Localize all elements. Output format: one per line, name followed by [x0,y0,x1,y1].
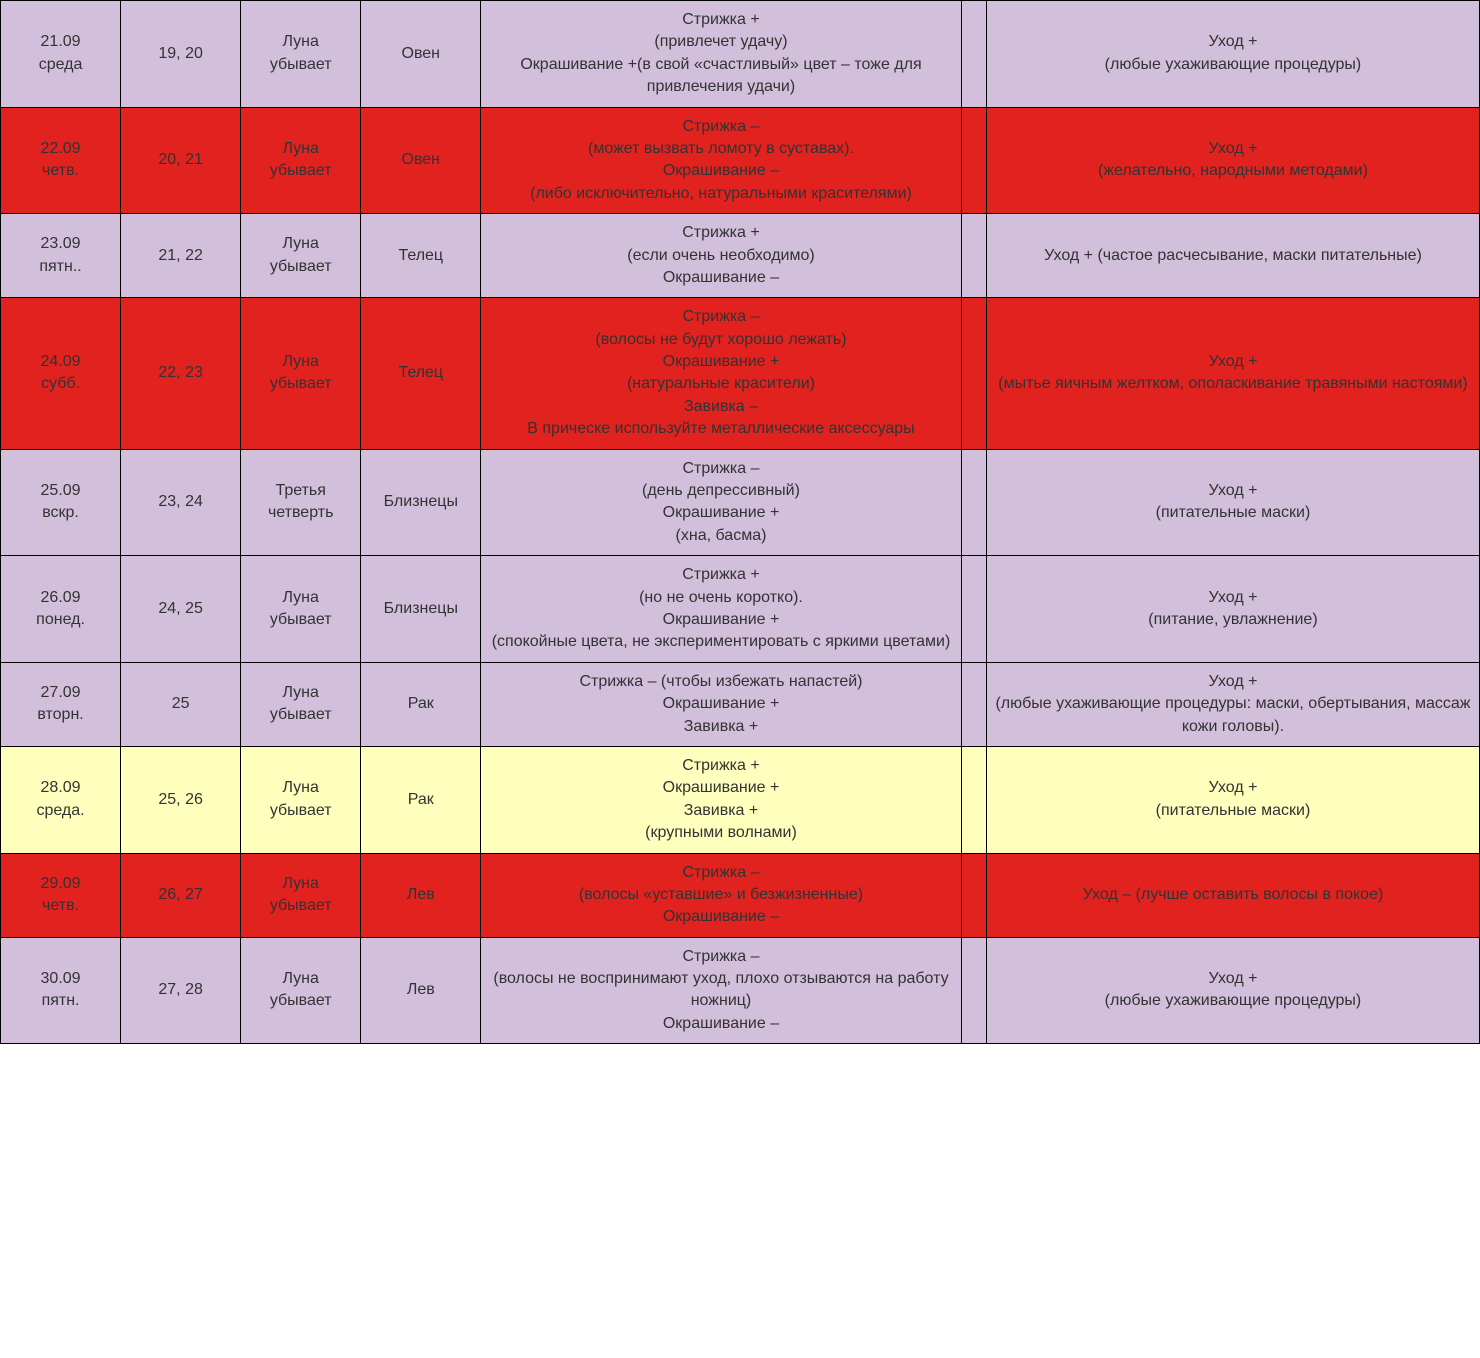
date-cell: 22.09 четв. [1,107,121,214]
table-row: 21.09 среда19, 20Луна убываетОвенСтрижка… [1,1,1480,108]
lunar-day-cell: 24, 25 [121,556,241,663]
lunar-calendar-table: 21.09 среда19, 20Луна убываетОвенСтрижка… [0,0,1480,1044]
moon-phase-cell: Луна убывает [241,746,361,853]
lunar-day-cell: 20, 21 [121,107,241,214]
zodiac-cell: Телец [361,214,481,298]
haircut-info-cell: Стрижка – (может вызвать ломоту в сустав… [481,107,961,214]
table-row: 29.09 четв.26, 27Луна убываетЛевСтрижка … [1,853,1480,937]
zodiac-cell: Овен [361,107,481,214]
haircut-info-cell: Стрижка + Окрашивание + Завивка + (крупн… [481,746,961,853]
date-cell: 28.09 среда. [1,746,121,853]
zodiac-cell: Близнецы [361,556,481,663]
date-cell: 25.09 вскр. [1,449,121,556]
moon-phase-cell: Третья четверть [241,449,361,556]
moon-phase-cell: Луна убывает [241,1,361,108]
haircut-info-cell: Стрижка – (волосы не воспринимают уход, … [481,937,961,1044]
care-info-cell: Уход + (любые ухаживающие процедуры) [986,1,1479,108]
haircut-info-cell: Стрижка – (чтобы избежать напастей) Окра… [481,662,961,746]
date-cell: 21.09 среда [1,1,121,108]
moon-phase-cell: Луна убывает [241,107,361,214]
haircut-info-cell: Стрижка – (волосы не будут хорошо лежать… [481,298,961,449]
date-cell: 27.09 вторн. [1,662,121,746]
haircut-info-cell: Стрижка + (привлечет удачу) Окрашивание … [481,1,961,108]
lunar-day-cell: 25 [121,662,241,746]
table-body: 21.09 среда19, 20Луна убываетОвенСтрижка… [1,1,1480,1044]
extra-cell [961,662,986,746]
lunar-day-cell: 21, 22 [121,214,241,298]
zodiac-cell: Телец [361,298,481,449]
table-row: 23.09 пятн..21, 22Луна убываетТелецСтриж… [1,214,1480,298]
extra-cell [961,107,986,214]
date-cell: 26.09 понед. [1,556,121,663]
lunar-day-cell: 19, 20 [121,1,241,108]
lunar-day-cell: 25, 26 [121,746,241,853]
moon-phase-cell: Луна убывает [241,937,361,1044]
care-info-cell: Уход + (мытье яичным желтком, ополаскива… [986,298,1479,449]
extra-cell [961,853,986,937]
moon-phase-cell: Луна убывает [241,662,361,746]
lunar-day-cell: 27, 28 [121,937,241,1044]
zodiac-cell: Овен [361,1,481,108]
date-cell: 30.09 пятн. [1,937,121,1044]
table-row: 22.09 четв.20, 21Луна убываетОвенСтрижка… [1,107,1480,214]
lunar-day-cell: 26, 27 [121,853,241,937]
zodiac-cell: Лев [361,937,481,1044]
extra-cell [961,1,986,108]
care-info-cell: Уход + (питательные маски) [986,746,1479,853]
extra-cell [961,298,986,449]
zodiac-cell: Лев [361,853,481,937]
haircut-info-cell: Стрижка + (если очень необходимо) Окраши… [481,214,961,298]
haircut-info-cell: Стрижка – (волосы «уставшие» и безжизнен… [481,853,961,937]
table-row: 25.09 вскр.23, 24Третья четвертьБлизнецы… [1,449,1480,556]
haircut-info-cell: Стрижка + (но не очень коротко). Окрашив… [481,556,961,663]
lunar-day-cell: 23, 24 [121,449,241,556]
care-info-cell: Уход + (желательно, народными методами) [986,107,1479,214]
zodiac-cell: Близнецы [361,449,481,556]
extra-cell [961,746,986,853]
care-info-cell: Уход + (любые ухаживающие процедуры) [986,937,1479,1044]
care-info-cell: Уход + (питание, увлажнение) [986,556,1479,663]
extra-cell [961,214,986,298]
moon-phase-cell: Луна убывает [241,556,361,663]
table-row: 24.09 субб.22, 23Луна убываетТелецСтрижк… [1,298,1480,449]
care-info-cell: Уход + (питательные маски) [986,449,1479,556]
zodiac-cell: Рак [361,662,481,746]
date-cell: 23.09 пятн.. [1,214,121,298]
lunar-day-cell: 22, 23 [121,298,241,449]
moon-phase-cell: Луна убывает [241,853,361,937]
date-cell: 24.09 субб. [1,298,121,449]
care-info-cell: Уход + (любые ухаживающие процедуры: мас… [986,662,1479,746]
extra-cell [961,449,986,556]
table-row: 28.09 среда.25, 26Луна убываетРакСтрижка… [1,746,1480,853]
table-row: 27.09 вторн.25Луна убываетРакСтрижка – (… [1,662,1480,746]
extra-cell [961,556,986,663]
moon-phase-cell: Луна убывает [241,214,361,298]
extra-cell [961,937,986,1044]
haircut-info-cell: Стрижка – (день депрессивный) Окрашивани… [481,449,961,556]
care-info-cell: Уход – (лучше оставить волосы в покое) [986,853,1479,937]
table-row: 30.09 пятн.27, 28Луна убываетЛевСтрижка … [1,937,1480,1044]
moon-phase-cell: Луна убывает [241,298,361,449]
date-cell: 29.09 четв. [1,853,121,937]
table-row: 26.09 понед.24, 25Луна убываетБлизнецыСт… [1,556,1480,663]
zodiac-cell: Рак [361,746,481,853]
care-info-cell: Уход + (частое расчесывание, маски питат… [986,214,1479,298]
